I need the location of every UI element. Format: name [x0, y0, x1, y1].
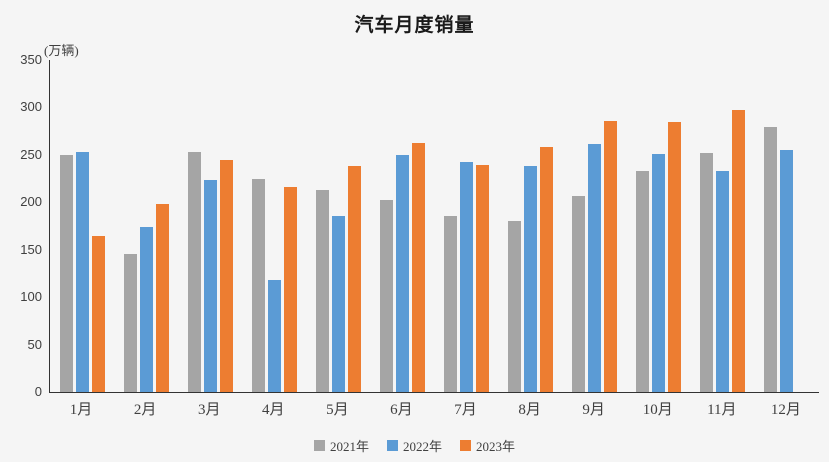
legend-swatch — [386, 440, 398, 451]
bar — [444, 215, 457, 392]
bar — [283, 187, 297, 392]
bar — [476, 165, 489, 392]
bar — [395, 154, 409, 392]
y-tick-label: 200 — [20, 194, 42, 210]
legend-item-2022年: 2022年 — [386, 436, 442, 455]
legend-label: 2021年 — [329, 439, 369, 454]
x-axis-label: 7月 — [454, 402, 477, 418]
bar-group-9月 — [563, 60, 627, 392]
bar-group-1月 — [50, 60, 114, 392]
bar-group-11月 — [691, 60, 755, 392]
y-tick-label: 350 — [20, 52, 42, 67]
bar — [59, 154, 73, 392]
bar — [139, 226, 153, 392]
x-axis-label: 3月 — [197, 402, 221, 418]
bar-group-10月 — [627, 60, 691, 392]
plot-area — [49, 60, 819, 393]
legend-swatch — [313, 440, 325, 451]
chart-title: 汽车月度销量 — [354, 15, 475, 36]
bar — [716, 170, 730, 392]
bar — [379, 200, 393, 392]
x-axis-label: 10月 — [642, 402, 673, 418]
bar-group-7月 — [434, 60, 498, 392]
bar — [652, 153, 666, 392]
bar — [588, 144, 602, 392]
x-axis: 1月 2月 3月 4月 5月 6月 7月 8月 9月 10月 11月 12月 — [49, 398, 818, 419]
bar — [187, 152, 201, 392]
x-axis-label: 9月 — [582, 402, 605, 418]
bar — [524, 166, 538, 392]
bar-group-8月 — [499, 60, 563, 392]
y-tick-label: 50 — [27, 336, 42, 352]
bar — [315, 189, 329, 392]
bar — [780, 150, 794, 392]
x-axis-label: 4月 — [262, 402, 285, 418]
legend-item-2023年: 2023年 — [460, 436, 515, 455]
bar — [668, 121, 682, 392]
bar — [732, 110, 746, 392]
bar — [764, 127, 778, 392]
y-tick-label: 250 — [20, 146, 42, 162]
legend-label: 2023年 — [476, 439, 516, 454]
bar-group-5月 — [306, 60, 370, 392]
x-axis-label: 8月 — [518, 402, 541, 418]
y-tick-label: 150 — [20, 241, 42, 257]
bar-group-3月 — [178, 60, 242, 392]
bar — [572, 195, 586, 392]
bar — [540, 147, 554, 392]
bar — [347, 166, 361, 392]
bar — [604, 120, 618, 392]
bar-groups — [50, 60, 819, 392]
bar — [91, 235, 105, 392]
legend: 2021年 2022年 2023年 — [0, 436, 829, 455]
legend-swatch — [460, 440, 471, 451]
bar — [331, 215, 345, 392]
legend-label: 2022年 — [402, 439, 442, 454]
x-axis-label: 1月 — [69, 402, 93, 418]
bar — [75, 152, 89, 392]
bar — [155, 204, 169, 392]
bar — [267, 280, 281, 392]
bar — [123, 253, 137, 392]
bar — [203, 180, 217, 392]
legend-item-2021年: 2021年 — [313, 436, 369, 455]
bar-group-6月 — [370, 60, 434, 392]
bar — [636, 170, 650, 392]
y-axis-unit-label: (万辆) — [44, 43, 79, 58]
y-tick-label: 300 — [20, 99, 42, 115]
x-axis-label: 11月 — [707, 402, 737, 418]
x-axis-label: 2月 — [133, 402, 157, 418]
bar — [508, 221, 522, 392]
x-axis-label: 6月 — [390, 402, 413, 418]
bar — [411, 143, 425, 392]
bar — [700, 152, 714, 392]
bar-group-12月 — [755, 60, 819, 392]
bar — [219, 159, 233, 392]
y-tick-label: 100 — [20, 289, 42, 305]
bar-group-4月 — [242, 60, 306, 392]
bar — [460, 162, 473, 392]
x-axis-label: 12月 — [770, 402, 801, 418]
bar — [251, 178, 265, 392]
x-axis-label: 5月 — [326, 402, 349, 418]
y-tick-label: 0 — [34, 384, 42, 399]
bar-group-2月 — [114, 60, 178, 392]
